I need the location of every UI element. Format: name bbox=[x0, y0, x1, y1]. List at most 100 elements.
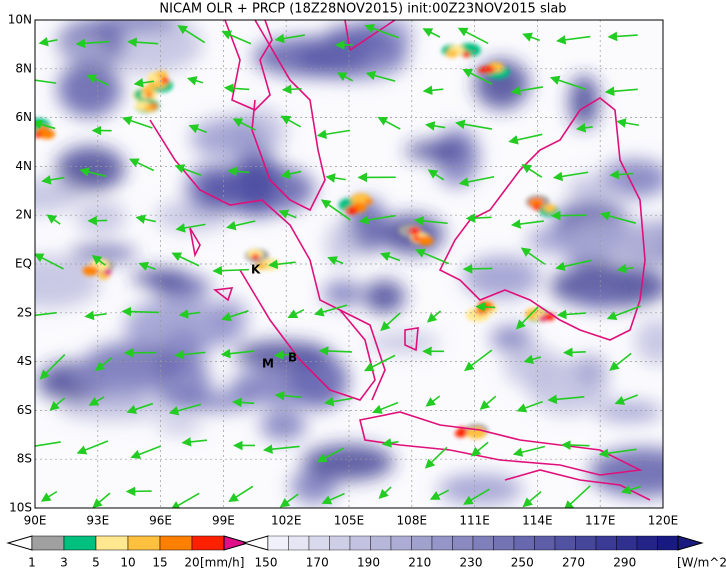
wind-arrow bbox=[599, 211, 636, 224]
wind-arrow bbox=[425, 395, 441, 407]
precip-cell bbox=[446, 49, 459, 58]
precip-cell bbox=[149, 103, 158, 110]
colorbar-label: 1 bbox=[28, 556, 36, 570]
olr-blob bbox=[577, 285, 616, 309]
coastlines bbox=[149, 20, 651, 501]
wind-arrow bbox=[318, 346, 353, 356]
wind-arrow bbox=[268, 259, 296, 270]
wind-arrow bbox=[363, 354, 396, 372]
precip-cell bbox=[411, 235, 420, 242]
wind-arrow bbox=[358, 214, 396, 225]
lon-label: 114E bbox=[522, 514, 553, 528]
colorbar-label: 250 bbox=[511, 556, 534, 570]
colorbar-cell bbox=[452, 535, 474, 551]
wind-vectors bbox=[35, 24, 641, 508]
wind-arrow bbox=[510, 219, 544, 229]
olr-blob bbox=[490, 325, 533, 352]
wind-arrow bbox=[547, 394, 585, 405]
site-marker: M bbox=[262, 357, 274, 371]
wind-arrow bbox=[226, 220, 256, 231]
wind-arrow bbox=[422, 85, 444, 96]
wind-arrow bbox=[126, 402, 154, 414]
wind-arrow bbox=[121, 116, 153, 129]
lat-label: 10S bbox=[9, 501, 32, 515]
precip-cell bbox=[482, 65, 495, 74]
wind-arrow bbox=[510, 85, 544, 96]
wind-arrow bbox=[280, 169, 302, 179]
wind-arrow bbox=[380, 312, 401, 332]
precip-cell bbox=[160, 77, 169, 84]
wind-arrow bbox=[424, 446, 448, 469]
wind-arrow bbox=[555, 259, 592, 272]
olr-blob bbox=[325, 222, 357, 266]
wind-arrow bbox=[422, 28, 441, 38]
wind-arrow bbox=[91, 254, 106, 266]
olr-blob bbox=[95, 20, 182, 31]
wind-arrow bbox=[38, 36, 58, 47]
wind-arrow bbox=[171, 252, 200, 267]
lat-label: 6S bbox=[17, 403, 32, 417]
wind-arrow bbox=[138, 261, 156, 271]
precip-cell bbox=[528, 197, 545, 208]
wind-arrow bbox=[221, 310, 249, 322]
wind-arrow bbox=[212, 265, 249, 276]
wind-arrow bbox=[549, 75, 587, 91]
wind-arrow bbox=[609, 169, 634, 180]
olr-blob bbox=[527, 358, 609, 415]
lon-label: 90E bbox=[24, 514, 47, 528]
olr-field bbox=[35, 20, 663, 505]
wind-arrow bbox=[413, 216, 448, 226]
wind-arrow bbox=[40, 490, 58, 502]
wind-arrow bbox=[281, 84, 302, 95]
wind-arrow bbox=[563, 485, 591, 508]
grid bbox=[35, 20, 663, 508]
colorbar-cell bbox=[513, 535, 535, 551]
colorbar-cell bbox=[493, 535, 515, 551]
lat-label: 10N bbox=[8, 13, 32, 27]
wind-arrow bbox=[550, 210, 587, 221]
precip-cell bbox=[141, 85, 154, 94]
wind-arrow bbox=[378, 486, 392, 499]
wind-arrow bbox=[228, 485, 254, 503]
wind-arrow bbox=[616, 118, 640, 128]
wind-arrow bbox=[175, 223, 206, 233]
lon-label: 105E bbox=[334, 514, 365, 528]
olr-blob bbox=[405, 141, 468, 161]
wind-arrow bbox=[457, 27, 489, 45]
wind-arrow bbox=[425, 121, 446, 131]
colorbar-cell bbox=[267, 535, 289, 551]
wind-arrow bbox=[133, 78, 155, 88]
wind-arrow bbox=[178, 309, 201, 319]
wind-arrow bbox=[135, 214, 156, 224]
colorbar-label: 20 bbox=[184, 556, 199, 570]
olr-blob bbox=[589, 447, 663, 497]
wind-arrow bbox=[521, 164, 543, 178]
colorbar-label: 170 bbox=[306, 556, 329, 570]
lat-label: 2N bbox=[15, 208, 32, 222]
lon-label: 102E bbox=[271, 514, 302, 528]
colorbar-cell bbox=[370, 535, 392, 551]
olr-blob bbox=[75, 201, 126, 235]
colorbar-cell bbox=[472, 535, 494, 551]
precip-cell bbox=[254, 261, 267, 270]
olr-blob bbox=[152, 353, 210, 410]
colorbar-label: 150 bbox=[255, 556, 278, 570]
precip-cell bbox=[251, 253, 260, 260]
precip-cell bbox=[155, 70, 168, 79]
wind-arrow bbox=[464, 349, 493, 372]
olr-blob bbox=[55, 146, 125, 192]
precip-cell bbox=[408, 227, 421, 236]
wind-arrow bbox=[127, 37, 159, 48]
lon-label: 111E bbox=[459, 514, 490, 528]
wind-arrow bbox=[278, 209, 297, 219]
wind-arrow bbox=[325, 173, 346, 183]
precip-cell bbox=[35, 131, 42, 138]
wind-arrow bbox=[168, 403, 202, 416]
site-marker: B bbox=[288, 351, 297, 365]
wind-arrow bbox=[381, 438, 399, 448]
precip-cell bbox=[364, 198, 373, 205]
wind-arrow bbox=[515, 306, 539, 330]
precip-cell bbox=[543, 204, 556, 213]
wind-arrow bbox=[220, 348, 255, 359]
